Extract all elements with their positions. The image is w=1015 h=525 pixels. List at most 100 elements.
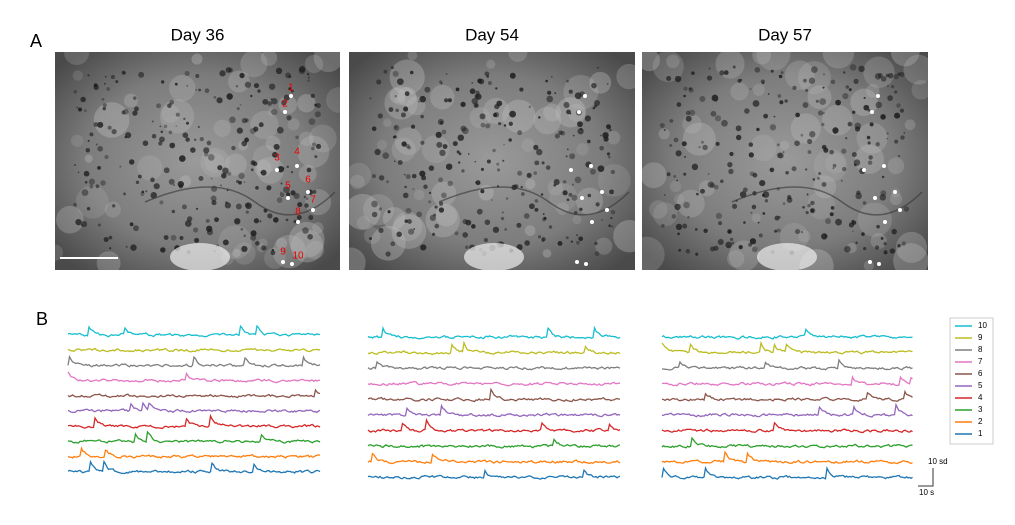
dark-spot	[742, 187, 748, 193]
dark-spot	[748, 152, 754, 158]
panel-label: A	[30, 31, 42, 51]
dark-spot	[228, 67, 233, 73]
dark-spot	[93, 122, 99, 127]
dark-spot	[867, 160, 873, 165]
dark-spot	[447, 98, 452, 103]
light-blob	[288, 221, 325, 258]
dark-spot	[288, 87, 292, 91]
light-blob	[807, 191, 836, 220]
dark-spot	[457, 134, 464, 141]
cell-marker	[580, 196, 584, 200]
light-blob	[642, 52, 660, 72]
dark-spot	[295, 135, 299, 140]
light-blob	[169, 74, 196, 102]
dark-spot	[479, 113, 486, 120]
light-blob	[673, 194, 685, 205]
dark-spot	[724, 70, 729, 75]
dark-spot	[835, 218, 842, 226]
dark-spot	[210, 195, 217, 202]
dark-spot	[842, 92, 849, 100]
light-blob	[752, 83, 765, 96]
light-blob	[642, 162, 667, 189]
dark-spot	[235, 203, 242, 210]
dark-spot	[874, 73, 882, 80]
dark-spot	[708, 67, 711, 70]
dark-spot	[393, 135, 397, 139]
dark-spot	[402, 192, 409, 199]
dark-spot	[439, 201, 444, 206]
trace	[661, 450, 913, 465]
dark-spot	[749, 88, 752, 91]
dark-spot	[727, 162, 733, 168]
dark-spot	[903, 132, 906, 134]
light-blob	[397, 87, 417, 107]
dark-spot	[691, 163, 699, 171]
light-blob	[502, 99, 536, 133]
dark-spot	[130, 244, 137, 251]
dark-spot	[875, 142, 880, 147]
dark-spot	[104, 154, 109, 160]
dark-spot	[534, 160, 540, 166]
cell-marker	[883, 220, 887, 224]
trace	[367, 325, 621, 340]
legend-label: 6	[978, 369, 983, 378]
dark-spot	[673, 137, 679, 143]
dark-spot	[400, 112, 406, 118]
light-blob	[425, 202, 460, 238]
trace	[661, 358, 913, 371]
light-blob	[326, 87, 340, 113]
dark-spot	[177, 180, 184, 188]
light-blob	[72, 70, 84, 81]
light-blob	[256, 156, 284, 184]
dark-spot	[597, 165, 605, 173]
light-blob	[123, 93, 138, 108]
dark-spot	[100, 180, 106, 186]
dark-spot	[418, 100, 420, 103]
trace	[661, 389, 913, 403]
dark-spot	[666, 76, 672, 82]
light-blob	[613, 220, 635, 253]
legend-label: 5	[978, 381, 983, 390]
dark-spot	[894, 90, 898, 94]
light-blob	[391, 214, 427, 249]
light-blob	[55, 244, 64, 261]
dark-spot	[163, 124, 168, 129]
dark-spot	[383, 69, 388, 74]
dark-spot	[853, 163, 857, 167]
dark-spot	[467, 153, 470, 155]
light-blob	[254, 159, 272, 177]
dark-spot	[186, 84, 189, 87]
light-blob	[576, 187, 604, 215]
light-blob	[313, 52, 340, 73]
dark-spot	[244, 202, 250, 208]
dark-spot	[854, 126, 861, 132]
dark-spot	[195, 73, 200, 78]
legend-label: 9	[978, 333, 983, 342]
dark-spot	[750, 211, 753, 214]
dark-spot	[863, 247, 867, 251]
dark-spot	[855, 192, 862, 200]
dark-spot	[283, 94, 290, 101]
trace	[67, 446, 321, 459]
dark-spot	[713, 184, 719, 190]
dark-spot	[304, 203, 309, 208]
dark-spot	[807, 203, 811, 208]
trace	[367, 468, 621, 480]
dark-spot	[545, 165, 551, 170]
dark-spot	[894, 112, 901, 119]
dark-spot	[371, 174, 376, 179]
light-blob	[287, 118, 300, 131]
light-blob	[272, 234, 307, 269]
dark-spot	[669, 119, 674, 123]
dark-spot	[863, 96, 866, 99]
dark-spot	[308, 118, 316, 126]
dark-spot	[802, 205, 805, 209]
dark-spot	[153, 183, 160, 190]
dark-spot	[435, 131, 442, 139]
dark-spot	[862, 201, 867, 205]
scale-bar	[918, 468, 934, 487]
dark-spot	[491, 199, 493, 201]
trace	[367, 417, 621, 433]
dark-spot	[469, 88, 476, 95]
dark-spot	[803, 78, 807, 83]
